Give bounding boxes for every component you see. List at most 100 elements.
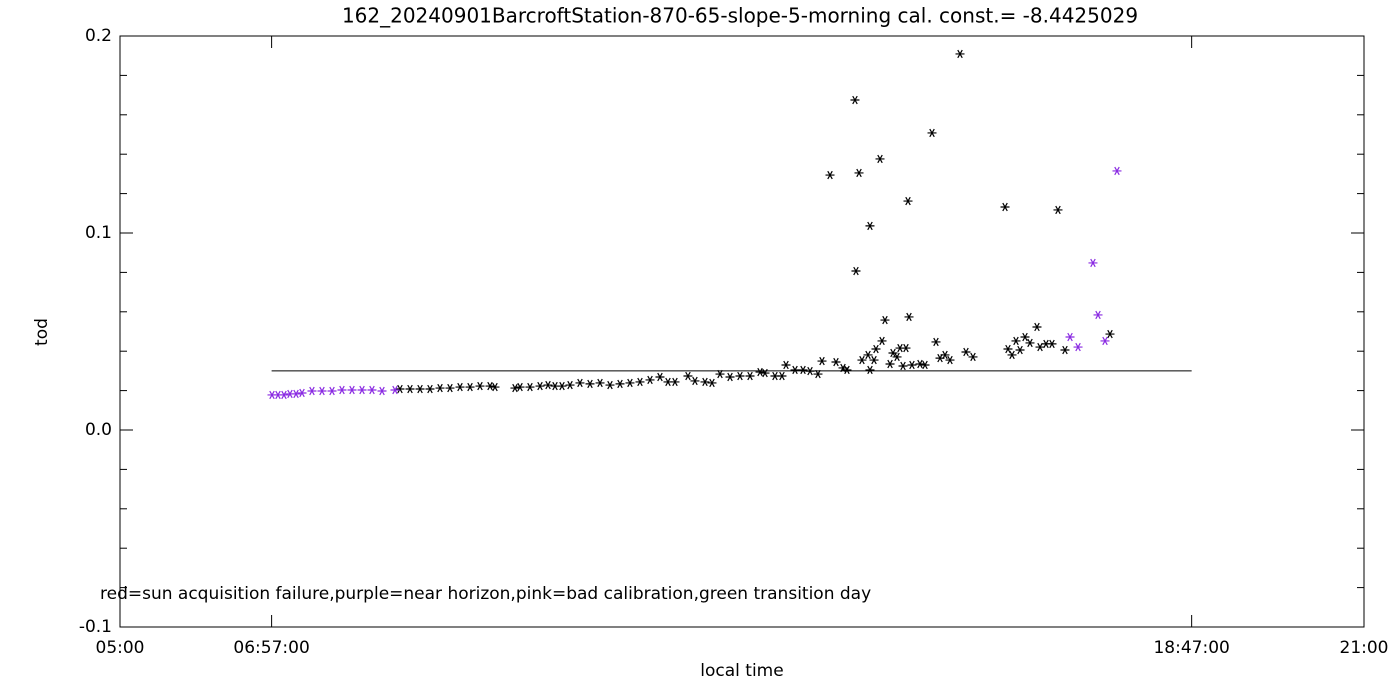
- data-point: [781, 360, 791, 370]
- data-point: [931, 337, 941, 347]
- data-point: [745, 371, 755, 381]
- data-point: [395, 384, 405, 394]
- data-point: [1053, 205, 1063, 215]
- data-point: [435, 383, 445, 393]
- data-point: [635, 377, 645, 387]
- data-point: [877, 336, 887, 346]
- data-point: [615, 379, 625, 389]
- data-point: [850, 95, 860, 105]
- x-tick-label: 21:00: [1340, 638, 1389, 658]
- annotation: red=sun acquisition failure,purple=near …: [100, 584, 871, 604]
- data-point: [968, 352, 978, 362]
- data-point: [557, 381, 567, 391]
- data-point: [543, 380, 553, 390]
- data-point: [825, 170, 835, 180]
- data-point: [1011, 336, 1021, 346]
- data-point: [515, 382, 525, 392]
- data-point: [683, 371, 693, 381]
- data-point: [1073, 342, 1083, 352]
- data-point: [510, 383, 520, 393]
- data-point: [415, 384, 425, 394]
- data-point: [871, 344, 881, 354]
- data-point: [535, 381, 545, 391]
- data-point: [904, 312, 914, 322]
- data-point: [888, 348, 898, 358]
- data-point: [869, 355, 879, 365]
- data-point: [755, 367, 765, 377]
- data-point: [1093, 310, 1103, 320]
- data-point: [297, 388, 307, 398]
- data-point: [645, 375, 655, 385]
- data-point: [367, 385, 377, 395]
- x-axis-label: local time: [700, 661, 783, 681]
- data-point: [425, 384, 435, 394]
- data-point: [715, 369, 725, 379]
- data-point: [842, 365, 852, 375]
- data-point: [585, 379, 595, 389]
- data-point: [851, 266, 861, 276]
- data-point: [735, 371, 745, 381]
- data-point: [279, 390, 289, 400]
- data-point: [777, 371, 787, 381]
- data-point: [475, 381, 485, 391]
- data-point: [1015, 345, 1025, 355]
- data-point: [690, 376, 700, 386]
- data-point: [700, 377, 710, 387]
- data-point: [670, 377, 680, 387]
- y-axis-label: tod: [32, 318, 52, 346]
- data-point: [625, 378, 635, 388]
- data-point: [317, 386, 327, 396]
- data-point: [903, 196, 913, 206]
- y-tick-label: 0.2: [85, 26, 112, 46]
- data-point: [1000, 202, 1010, 212]
- data-point: [790, 365, 800, 375]
- data-point: [595, 378, 605, 388]
- data-point: [885, 359, 895, 369]
- data-point: [760, 368, 770, 378]
- data-point: [907, 360, 917, 370]
- data-point: [565, 380, 575, 390]
- data-point: [1100, 336, 1110, 346]
- data-point: [865, 221, 875, 231]
- data-point: [1105, 329, 1115, 339]
- data-point: [955, 49, 965, 59]
- data-point: [817, 356, 827, 366]
- data-point: [377, 386, 387, 396]
- plot-frame: [119, 35, 1365, 628]
- data-point: [485, 381, 495, 391]
- data-point: [880, 315, 890, 325]
- data-point: [863, 350, 873, 360]
- data-point: [813, 369, 823, 379]
- data-point: [945, 355, 955, 365]
- data-point: [390, 385, 400, 395]
- data-point: [575, 378, 585, 388]
- data-point: [357, 385, 367, 395]
- data-point: [605, 380, 615, 390]
- chart-title: 162_20240901BarcroftStation-870-65-slope…: [342, 4, 1138, 28]
- data-point: [940, 350, 950, 360]
- data-point: [901, 343, 911, 353]
- data-point: [1088, 258, 1098, 268]
- data-point: [1065, 332, 1075, 342]
- data-point: [291, 389, 301, 399]
- data-point: [1020, 332, 1030, 342]
- data-point: [892, 352, 902, 362]
- x-tick-label: 05:00: [96, 638, 145, 658]
- data-point: [725, 372, 735, 382]
- data-point: [465, 382, 475, 392]
- data-point: [1032, 322, 1042, 332]
- data-point: [854, 168, 864, 178]
- data-point: [898, 361, 908, 371]
- data-point: [1060, 345, 1070, 355]
- y-tick-label: 0.1: [85, 223, 112, 243]
- x-tick-label: 18:47:00: [1153, 638, 1229, 658]
- data-point: [490, 382, 500, 392]
- data-point: [865, 365, 875, 375]
- data-point: [920, 360, 930, 370]
- data-point: [707, 378, 717, 388]
- data-point: [337, 385, 347, 395]
- data-point: [875, 154, 885, 164]
